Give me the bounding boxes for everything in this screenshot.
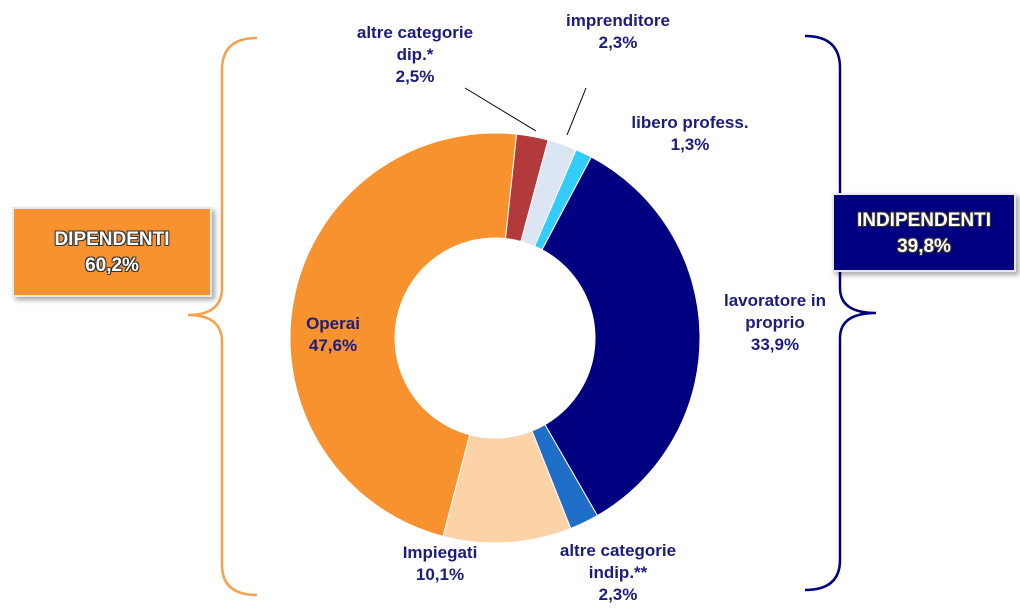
data-label: Operai 47,6% — [278, 313, 388, 357]
leader-line — [566, 87, 587, 136]
data-label: altre categorie dip.* 2,5% — [340, 22, 490, 88]
value-label: 1,3% — [670, 135, 710, 154]
category-name: libero profess. — [631, 113, 749, 132]
bracket-indipendenti — [804, 34, 877, 592]
value-label: 2,3% — [598, 585, 638, 604]
group-value: 60,2% — [85, 255, 139, 276]
group-value: 39,8% — [897, 236, 951, 257]
group-label: INDIPENDENTI — [856, 210, 992, 231]
value-label: 47,6% — [308, 336, 358, 355]
category-name: Impiegati — [402, 543, 478, 562]
group-label: DIPENDENTI — [54, 229, 170, 250]
data-label: libero profess. 1,3% — [625, 112, 755, 156]
group-box: DIPENDENTI 60,2% — [12, 207, 212, 297]
value-label: 2,5% — [395, 67, 435, 86]
category-name: lavoratore in proprio — [723, 291, 827, 332]
category-name: imprenditore — [566, 11, 670, 30]
donut-segment — [289, 132, 518, 537]
value-label: 2,3% — [598, 33, 638, 52]
data-label: Impiegati 10,1% — [380, 542, 500, 586]
leader-line — [464, 87, 537, 132]
value-label: 33,9% — [750, 335, 800, 354]
donut-segment — [541, 156, 701, 517]
value-label: 10,1% — [415, 565, 465, 584]
category-name: altre categorie indip.** — [559, 541, 677, 582]
data-label: altre categorie indip.** 2,3% — [538, 540, 698, 606]
donut-segment — [533, 149, 592, 251]
category-name: Operai — [306, 314, 360, 333]
category-name: altre categorie dip.* — [356, 23, 474, 64]
group-box: INDIPENDENTI 39,8% — [832, 193, 1016, 272]
data-label: lavoratore in proprio 33,9% — [710, 290, 840, 356]
bracket-dipendenti — [187, 36, 258, 597]
data-label: imprenditore 2,3% — [548, 10, 688, 54]
